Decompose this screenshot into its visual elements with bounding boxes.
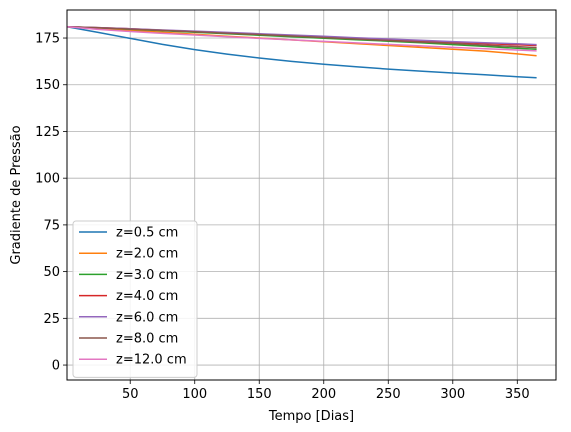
y-tick-label: 50 — [43, 265, 60, 280]
y-tick-label: 175 — [35, 32, 60, 47]
legend: z=0.5 cm z=2.0 cm z=3.0 cm z=4.0 cm z=6.0 cm… — [72, 220, 198, 378]
x-tick-label: 200 — [311, 387, 336, 402]
y-tick-label: 100 — [35, 172, 60, 187]
series-line — [66, 26, 537, 57]
series-line — [66, 26, 537, 52]
y-axis-label: Gradiente de Pressão — [9, 125, 24, 264]
x-tick-label: 250 — [376, 387, 401, 402]
x-tick-label: 300 — [440, 387, 465, 402]
y-tick-label: 25 — [43, 312, 60, 327]
legend-label: z=8.0 cm — [116, 332, 178, 347]
y-tick-label: 0 — [52, 359, 60, 374]
legend-label: z=0.5 cm — [116, 226, 178, 241]
legend-label: z=12.0 cm — [116, 353, 187, 368]
plot-frame — [66, 9, 557, 381]
y-tick-label: 75 — [43, 218, 60, 233]
x-tick-label: 50 — [122, 387, 139, 402]
y-tick-label: 150 — [35, 78, 60, 93]
x-tick-label: 100 — [182, 387, 207, 402]
x-tick-label: 150 — [247, 387, 272, 402]
legend-label: z=6.0 cm — [116, 310, 178, 325]
legend-label: z=2.0 cm — [116, 247, 178, 262]
y-tick-label: 125 — [35, 125, 60, 140]
series-line — [66, 26, 537, 79]
legend-label: z=3.0 cm — [116, 268, 178, 283]
x-axis-ticks: 50 100 150 200 250 300 350 — [122, 380, 530, 402]
legend-label: z=4.0 cm — [116, 289, 178, 304]
series-line — [66, 26, 537, 49]
x-tick-label: 350 — [505, 387, 530, 402]
y-axis-ticks: 0 25 50 75 100 125 150 175 — [35, 32, 67, 374]
series-lines — [66, 26, 537, 79]
x-axis-label: Tempo [Dias] — [268, 409, 354, 424]
